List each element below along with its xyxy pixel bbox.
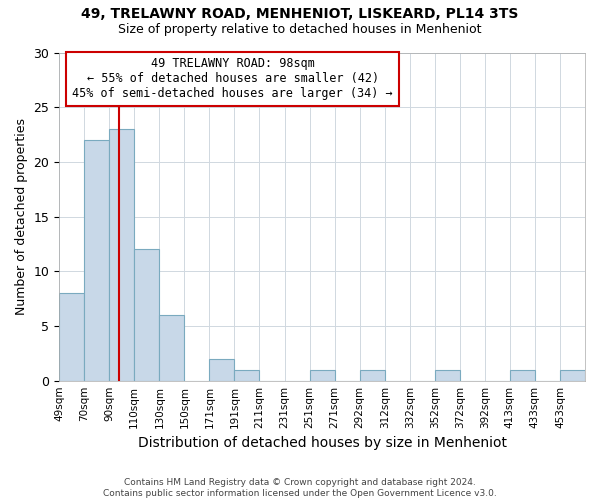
Bar xyxy=(435,370,460,380)
Text: 49 TRELAWNY ROAD: 98sqm
← 55% of detached houses are smaller (42)
45% of semi-de: 49 TRELAWNY ROAD: 98sqm ← 55% of detache… xyxy=(73,58,393,100)
Bar xyxy=(560,370,585,380)
Bar xyxy=(59,293,84,380)
Text: Contains HM Land Registry data © Crown copyright and database right 2024.
Contai: Contains HM Land Registry data © Crown c… xyxy=(103,478,497,498)
Bar xyxy=(310,370,335,380)
X-axis label: Distribution of detached houses by size in Menheniot: Distribution of detached houses by size … xyxy=(137,436,506,450)
Bar xyxy=(160,315,184,380)
Bar xyxy=(84,140,109,380)
Text: 49, TRELAWNY ROAD, MENHENIOT, LISKEARD, PL14 3TS: 49, TRELAWNY ROAD, MENHENIOT, LISKEARD, … xyxy=(82,8,518,22)
Bar xyxy=(235,370,259,380)
Bar xyxy=(359,370,385,380)
Bar xyxy=(209,359,235,380)
Text: Size of property relative to detached houses in Menheniot: Size of property relative to detached ho… xyxy=(118,22,482,36)
Bar xyxy=(510,370,535,380)
Bar xyxy=(134,250,160,380)
Bar xyxy=(109,129,134,380)
Y-axis label: Number of detached properties: Number of detached properties xyxy=(15,118,28,315)
